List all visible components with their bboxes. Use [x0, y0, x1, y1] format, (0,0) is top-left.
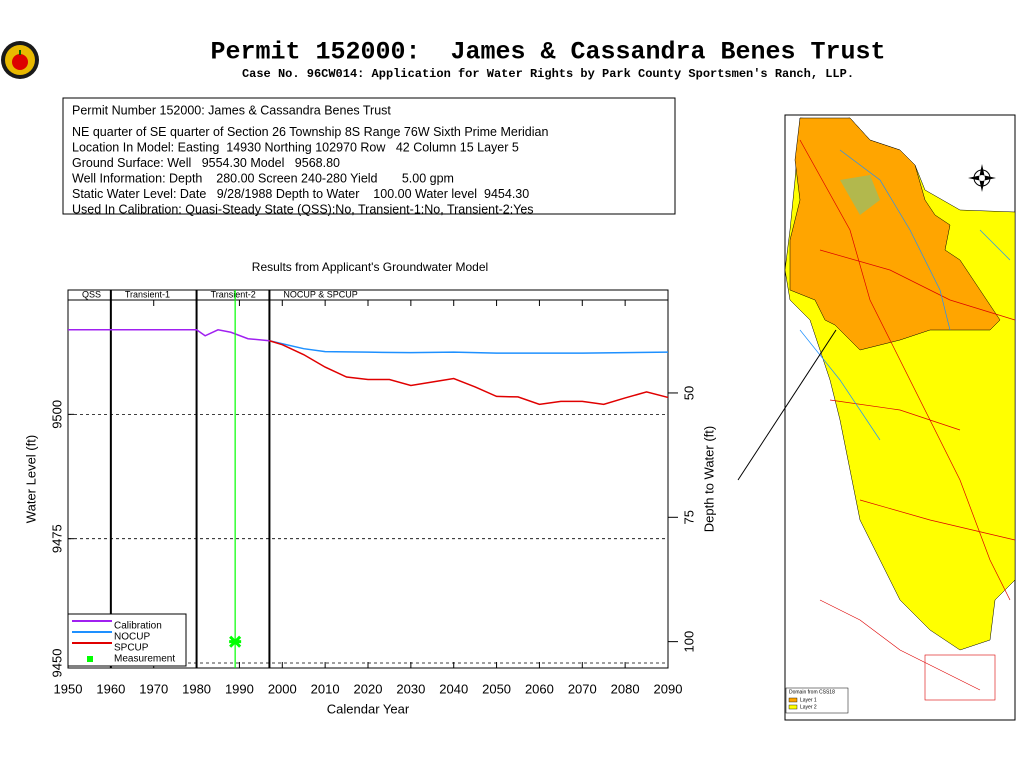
info-line: NE quarter of SE quarter of Section 26 T… — [72, 125, 548, 139]
legend-label: Calibration — [114, 621, 162, 632]
x-tick-label: 2010 — [311, 681, 340, 696]
x-tick-label: 1950 — [54, 681, 83, 696]
period-label: NOCUP & SPCUP — [283, 289, 357, 299]
info-line: Ground Surface: Well 9554.30 Model 9568.… — [72, 156, 340, 170]
chart-title: Results from Applicant's Groundwater Mod… — [252, 260, 488, 274]
x-tick-label: 2000 — [268, 681, 297, 696]
x-tick-label: 2040 — [439, 681, 468, 696]
measurement-marker — [229, 635, 242, 648]
x-tick-label: 2090 — [654, 681, 683, 696]
x-tick-label: 2050 — [482, 681, 511, 696]
info-line: Well Information: Depth 280.00 Screen 24… — [72, 171, 454, 185]
legend-label: NOCUP — [114, 632, 150, 643]
info-line: Used In Calibration: Quasi-Steady State … — [72, 202, 534, 216]
x-tick-label: 2020 — [354, 681, 383, 696]
period-label: Transient-2 — [211, 289, 256, 299]
info-line: Static Water Level: Date 9/28/1988 Depth… — [72, 187, 529, 201]
y-tick-label: 9475 — [49, 524, 64, 553]
period-label: QSS — [82, 289, 101, 299]
period-label: Transient-1 — [125, 289, 170, 299]
y2-tick-label: 100 — [681, 631, 696, 653]
x-tick-label: 2070 — [568, 681, 597, 696]
legend-label: Measurement — [114, 654, 175, 665]
series-line — [269, 340, 669, 354]
info-box — [62, 97, 676, 215]
logo — [1, 41, 39, 79]
page-subtitle: Case No. 96CW014: Application for Water … — [242, 67, 854, 81]
y2-axis-label: Depth to Water (ft) — [701, 426, 716, 532]
y-tick-label: 9500 — [49, 400, 64, 429]
map-legend-layer: Layer 2 — [800, 704, 817, 710]
y2-tick-label: 50 — [681, 386, 696, 400]
x-tick-label: 1970 — [139, 681, 168, 696]
map-legend-layer: Layer 1 — [800, 697, 817, 703]
series-line — [68, 329, 270, 342]
legend-label: SPCUP — [114, 643, 149, 654]
series-line — [269, 340, 669, 406]
y-tick-label: 9450 — [49, 649, 64, 678]
legend-swatch — [87, 656, 93, 662]
page-title: Permit 152000: James & Cassandra Benes T… — [210, 38, 885, 67]
info-line: Location In Model: Easting 14930 Northin… — [72, 140, 519, 154]
info-line: Permit Number 152000: James & Cassandra … — [72, 103, 391, 117]
info-lines: Permit Number 152000: James & Cassandra … — [72, 103, 548, 216]
x-tick-label: 2080 — [611, 681, 640, 696]
x-axis-label: Calendar Year — [327, 701, 410, 716]
x-tick-label: 2060 — [525, 681, 554, 696]
x-tick-label: 2030 — [396, 681, 425, 696]
x-tick-label: 1990 — [225, 681, 254, 696]
map-legend-title: Domain from CSS18 — [789, 689, 835, 695]
x-tick-label: 1980 — [182, 681, 211, 696]
y2-tick-label: 75 — [681, 510, 696, 524]
x-tick-label: 1960 — [96, 681, 125, 696]
y-axis-label: Water Level (ft) — [23, 435, 38, 523]
map — [737, 114, 1016, 721]
